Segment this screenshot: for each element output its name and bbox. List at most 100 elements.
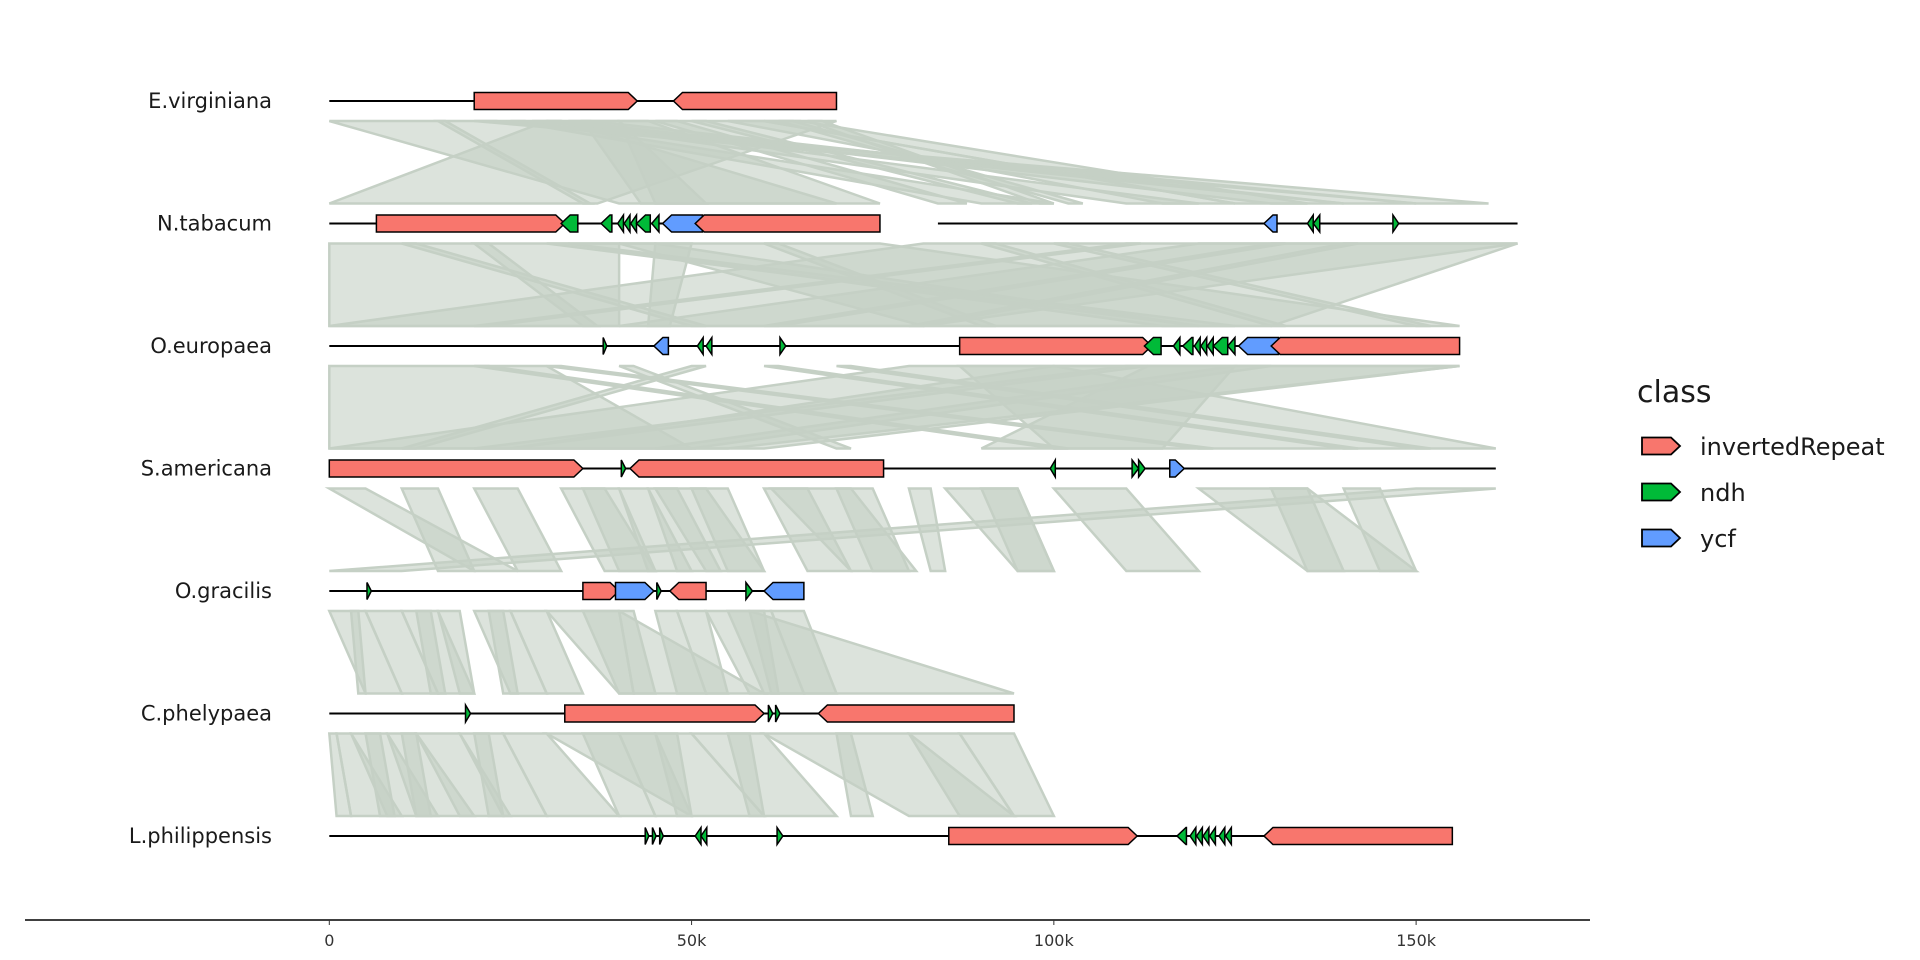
synteny-links xyxy=(324,119,1518,818)
gene-arrow xyxy=(705,335,713,357)
gene-arrow xyxy=(1200,335,1208,357)
synteny-link xyxy=(546,364,1214,450)
gene-arrow xyxy=(560,214,579,233)
legend: class invertedRepeat ndh ycf xyxy=(1637,375,1885,553)
gene-arrow xyxy=(1193,335,1201,357)
genome-track: E.virginiana xyxy=(148,89,838,113)
x-axis: 0 50k 100k 150k xyxy=(25,919,1590,950)
legend-label: ndh xyxy=(1700,479,1746,507)
gene-arrow xyxy=(700,825,708,847)
synteny-link xyxy=(836,364,1431,450)
synteny-link xyxy=(618,364,852,450)
gene-arrow xyxy=(1131,457,1140,480)
synteny-link xyxy=(763,242,997,328)
gene-arrow xyxy=(644,827,650,845)
gene-arrow xyxy=(1189,825,1197,847)
gene-arrow xyxy=(328,459,584,478)
genome-label: O.gracilis xyxy=(175,579,272,603)
gene-arrow xyxy=(375,214,566,233)
gene-arrow xyxy=(1224,825,1233,847)
synteny-link xyxy=(654,119,968,205)
synteny-link xyxy=(401,242,707,328)
synteny-link xyxy=(580,732,658,818)
gene-arrow xyxy=(1169,459,1186,478)
synteny-link xyxy=(349,609,367,695)
synteny-link xyxy=(1269,487,1346,573)
synteny-link xyxy=(508,609,585,695)
gene-arrow xyxy=(1049,457,1057,480)
gene-arrow xyxy=(614,581,655,601)
genome-tracks: E.virginiana N.tabacum O.europaea S.america… xyxy=(129,89,1518,848)
gene-arrow xyxy=(1270,336,1461,356)
gene-arrow xyxy=(1137,457,1147,480)
gene-arrow xyxy=(650,212,660,235)
gene-arrow xyxy=(779,335,787,357)
synteny-link xyxy=(763,364,1359,450)
genome-track: O.europaea xyxy=(150,334,1461,358)
genome-label: E.virginiana xyxy=(148,89,272,113)
genome-track: O.gracilis xyxy=(175,579,805,603)
synteny-link xyxy=(691,119,1033,205)
gene-arrow xyxy=(696,335,704,357)
synteny-link xyxy=(981,242,1287,328)
synteny-link xyxy=(329,487,1496,573)
gene-arrow xyxy=(464,702,472,725)
synteny-link xyxy=(689,487,766,573)
synteny-link xyxy=(653,732,694,818)
gene-arrow xyxy=(668,581,707,601)
synteny-link xyxy=(725,609,781,695)
synteny-link xyxy=(726,732,766,818)
x-tick-label: 100k xyxy=(1034,931,1075,950)
gene-arrow xyxy=(366,582,373,600)
x-tick-label: 50k xyxy=(677,931,707,950)
gene-arrow xyxy=(958,336,1153,356)
gene-arrow xyxy=(1172,335,1181,357)
gene-arrow xyxy=(602,337,608,355)
synteny-link xyxy=(646,487,723,573)
gene-arrow xyxy=(473,91,639,111)
synteny-link xyxy=(470,242,602,328)
legend-key xyxy=(1641,528,1682,548)
genome-label: L.philippensis xyxy=(129,824,272,848)
gene-arrow xyxy=(948,826,1139,846)
gene-arrow xyxy=(1175,826,1188,846)
gene-arrow xyxy=(564,704,766,723)
synteny-link xyxy=(675,609,730,695)
gene-arrow xyxy=(635,214,652,233)
legend-label: ycf xyxy=(1700,525,1736,553)
synteny-link xyxy=(979,487,1056,573)
synteny-link xyxy=(399,487,477,573)
genome-track: S.americana xyxy=(141,457,1496,481)
genome-label: N.tabacum xyxy=(157,212,272,236)
gene-arrow xyxy=(616,212,625,235)
genome-label: O.europaea xyxy=(150,334,272,358)
synteny-link xyxy=(414,609,447,695)
x-tick-label: 0 xyxy=(324,931,334,950)
gene-arrow xyxy=(672,91,838,111)
legend-key xyxy=(1641,436,1682,456)
legend-label: invertedRepeat xyxy=(1700,433,1885,461)
gene-arrow xyxy=(776,825,784,847)
genome-track: N.tabacum xyxy=(157,212,1518,236)
gene-arrow xyxy=(1195,825,1204,847)
synteny-link xyxy=(1053,242,1431,328)
gene-arrow xyxy=(620,459,627,478)
gene-arrow xyxy=(1392,212,1400,235)
synteny-link xyxy=(474,364,1069,450)
synteny-link xyxy=(487,609,520,695)
genome-label: C.phelypaea xyxy=(141,702,272,726)
gene-arrow xyxy=(745,580,754,602)
gene-arrow xyxy=(1218,825,1226,847)
gene-arrow xyxy=(817,704,1015,723)
synteny-link xyxy=(834,732,875,818)
gene-arrow xyxy=(1262,826,1454,846)
gene-arrow xyxy=(1208,825,1217,847)
synteny-link xyxy=(807,119,1055,205)
genome-track: L.philippensis xyxy=(129,824,1454,848)
gene-arrow xyxy=(1181,336,1194,356)
gene-arrow xyxy=(1312,212,1321,235)
synteny-link xyxy=(580,609,636,695)
synteny-link xyxy=(400,732,433,818)
synteny-link xyxy=(472,732,505,818)
